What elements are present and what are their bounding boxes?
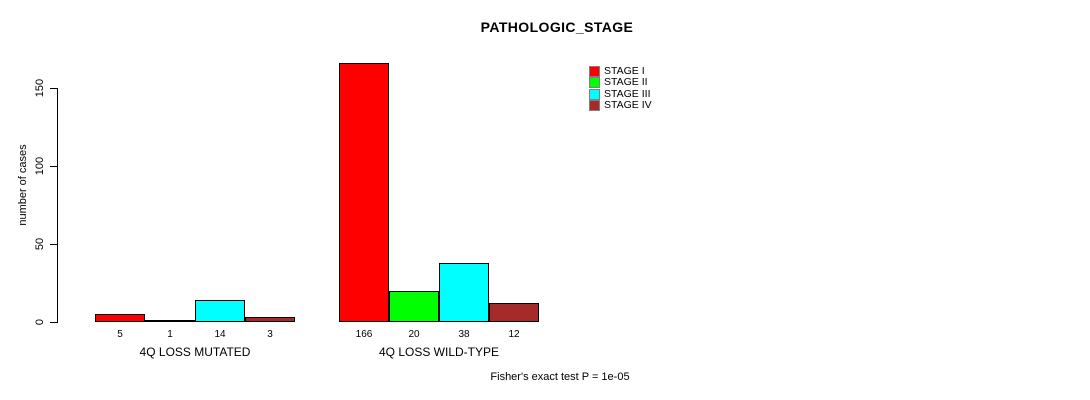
y-tick [50, 88, 57, 89]
bar [195, 300, 245, 322]
bar-value-label: 3 [267, 329, 273, 340]
y-axis-label: number of cases [17, 144, 29, 226]
legend-swatch [589, 99, 600, 111]
legend-item: STAGE I [589, 66, 645, 77]
y-tick-label: 150 [34, 78, 46, 98]
legend-swatch [589, 88, 600, 100]
bar [339, 63, 389, 322]
bar-value-label: 5 [117, 329, 123, 340]
bar [389, 291, 439, 322]
bar [245, 317, 295, 322]
category-label: 4Q LOSS WILD-TYPE [378, 345, 500, 359]
category-label: 4Q LOSS MUTATED [139, 345, 251, 359]
legend-label: STAGE IV [604, 98, 652, 111]
chart-title: PATHOLOGIC_STAGE [480, 19, 634, 35]
bar-value-label: 1 [167, 329, 173, 340]
legend-item: STAGE II [589, 76, 648, 89]
legend-label: STAGE II [604, 76, 648, 89]
annotation-text: Fisher's exact test P = 1e-05 [490, 371, 630, 383]
y-tick [50, 322, 57, 323]
legend-item: STAGE IV [589, 98, 652, 111]
y-tick [50, 166, 57, 167]
y-tick-label: 50 [34, 237, 46, 251]
legend-swatch [589, 66, 600, 77]
bar-value-label: 20 [408, 329, 420, 340]
legend-label: STAGE I [604, 65, 645, 77]
bar-value-label: 14 [214, 329, 226, 340]
bar [145, 320, 195, 322]
legend-swatch [589, 77, 600, 89]
y-tick-label: 0 [34, 318, 46, 326]
y-axis-line [57, 88, 58, 323]
legend-label: STAGE III [604, 87, 651, 100]
bar-value-label: 12 [508, 329, 520, 340]
bar [439, 263, 489, 322]
bar-value-label: 38 [458, 329, 470, 340]
y-tick-label: 100 [34, 156, 46, 176]
bar-value-label: 166 [355, 329, 373, 340]
bar [489, 303, 539, 322]
bar [95, 314, 145, 322]
y-tick [50, 244, 57, 245]
legend-item: STAGE III [589, 87, 651, 100]
